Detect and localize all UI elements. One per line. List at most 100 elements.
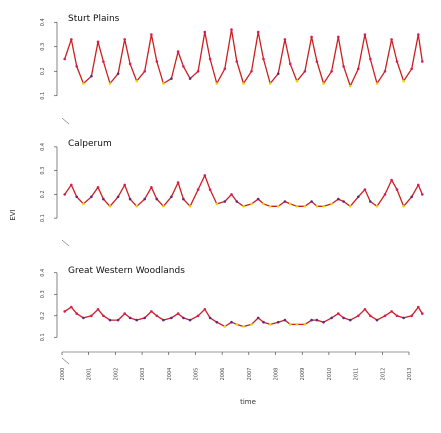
data-point bbox=[390, 310, 393, 313]
data-point bbox=[390, 38, 393, 41]
data-point bbox=[128, 197, 132, 201]
data-point bbox=[322, 82, 325, 85]
data-point bbox=[330, 70, 333, 73]
data-point bbox=[330, 316, 333, 320]
data-point bbox=[402, 79, 405, 83]
data-point bbox=[230, 193, 233, 196]
data-point bbox=[315, 318, 319, 322]
x-tick-label: 2001 bbox=[87, 368, 93, 381]
data-point bbox=[90, 314, 93, 318]
data-point bbox=[170, 77, 173, 80]
panel-2: 0.1 0.2 0.3 0.4 Great Western Woodlands bbox=[40, 266, 424, 365]
data-point bbox=[242, 82, 245, 85]
panel-separator bbox=[61, 357, 70, 365]
data-point bbox=[223, 200, 227, 203]
y-tick-label: 0.2 bbox=[40, 190, 46, 198]
data-point bbox=[276, 205, 280, 208]
data-point bbox=[143, 197, 146, 201]
data-point bbox=[223, 67, 227, 71]
data-point bbox=[250, 323, 253, 326]
y-tick-label: 0.4 bbox=[40, 18, 46, 26]
data-point bbox=[262, 202, 265, 206]
x-tick-label: 2003 bbox=[140, 368, 146, 381]
x-tick-label: 2005 bbox=[193, 368, 199, 381]
x-tick-label: 2000 bbox=[60, 368, 66, 381]
data-point bbox=[417, 33, 420, 36]
data-point bbox=[203, 174, 207, 177]
data-point bbox=[337, 35, 340, 39]
data-point bbox=[96, 308, 100, 311]
data-point bbox=[215, 202, 219, 206]
data-point bbox=[102, 197, 105, 201]
data-point bbox=[330, 202, 333, 206]
data-point bbox=[283, 38, 287, 41]
y-tick-label: 0.1 bbox=[40, 92, 46, 100]
data-point bbox=[182, 197, 185, 201]
data-point bbox=[182, 316, 185, 320]
x-axis: 2000 2001 2002 2003 2004 2005 2006 2007 2008 2009… bbox=[60, 351, 413, 381]
data-point bbox=[256, 316, 260, 320]
data-point bbox=[82, 82, 85, 85]
data-point bbox=[242, 325, 245, 328]
data-point bbox=[63, 57, 66, 61]
data-point bbox=[116, 72, 120, 75]
data-point bbox=[116, 318, 120, 322]
data-point bbox=[276, 72, 280, 75]
data-point bbox=[262, 320, 265, 324]
panels-layer: 0.1 0.2 0.3 0.4 Sturt Plains 0.1 0.2 0.3 0.4 Calp… bbox=[40, 14, 424, 365]
data-point bbox=[230, 28, 233, 31]
data-point bbox=[150, 186, 153, 189]
y-tick-label: 0.3 bbox=[40, 290, 46, 298]
data-point bbox=[315, 205, 319, 208]
data-point bbox=[135, 79, 138, 83]
y-tick-label: 0.2 bbox=[40, 312, 46, 320]
data-point bbox=[155, 314, 159, 318]
data-point bbox=[176, 50, 180, 53]
data-point bbox=[295, 323, 299, 326]
y-tick-label: 0.1 bbox=[40, 214, 46, 222]
data-point bbox=[375, 318, 379, 322]
data-point bbox=[63, 310, 66, 313]
data-point bbox=[143, 70, 146, 73]
panel-title: Great Western Woodlands bbox=[68, 266, 185, 276]
data-point bbox=[410, 67, 414, 71]
data-point bbox=[402, 205, 405, 208]
x-tick-label: 2012 bbox=[380, 368, 386, 381]
panel-0: 0.1 0.2 0.3 0.4 Sturt Plains bbox=[40, 14, 424, 125]
data-point bbox=[188, 205, 192, 208]
y-tick-label: 0.4 bbox=[40, 143, 46, 151]
x-tick-label: 2010 bbox=[327, 368, 333, 381]
data-point bbox=[295, 79, 299, 83]
data-point bbox=[288, 202, 292, 206]
x-axis-title: time bbox=[240, 398, 256, 406]
data-point bbox=[250, 70, 253, 73]
data-point bbox=[176, 312, 180, 315]
data-point bbox=[70, 38, 73, 41]
data-point bbox=[108, 318, 112, 322]
y-axis-title: EVI bbox=[9, 209, 17, 220]
data-point bbox=[288, 323, 292, 326]
data-point bbox=[70, 183, 73, 187]
data-point bbox=[70, 305, 73, 309]
data-point bbox=[90, 74, 93, 78]
data-point bbox=[262, 57, 265, 61]
data-point bbox=[369, 57, 372, 61]
data-point bbox=[75, 65, 78, 68]
series-line bbox=[64, 306, 423, 328]
data-point bbox=[421, 60, 424, 63]
panel-separator bbox=[61, 117, 70, 125]
data-point bbox=[235, 200, 239, 203]
data-point bbox=[276, 320, 280, 324]
data-point bbox=[375, 205, 379, 208]
data-point bbox=[230, 320, 233, 324]
data-point bbox=[123, 183, 126, 187]
data-point bbox=[196, 188, 200, 191]
data-point bbox=[256, 30, 260, 34]
x-tick-label: 2006 bbox=[220, 368, 226, 381]
series-line bbox=[64, 174, 423, 207]
data-point bbox=[390, 178, 393, 182]
data-point bbox=[196, 314, 200, 318]
data-point bbox=[417, 305, 420, 309]
data-point bbox=[242, 205, 245, 208]
